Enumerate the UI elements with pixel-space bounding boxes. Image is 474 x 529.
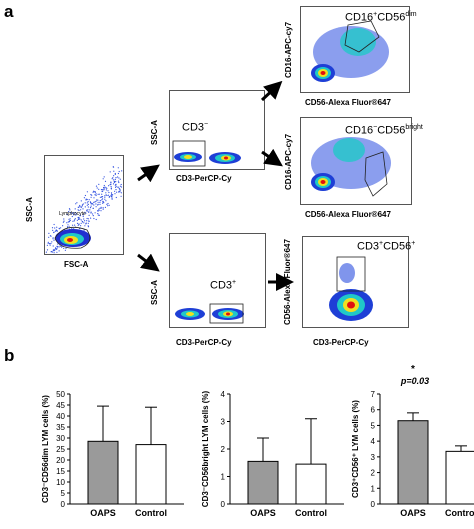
main-xlabel: FSC-A [64,260,89,269]
y-tick-label: 5 [371,421,376,430]
y-tick-label: 7 [371,390,376,399]
panel-b-letter: b [4,346,15,365]
x-tick-label: Control [135,508,167,518]
y-tick-label: 40 [56,412,65,421]
y-tick-label: 5 [61,489,66,498]
cd3-pos-gate-label: CD3+ [210,279,237,292]
p-value-annotation: p=0.03 [400,376,429,386]
cd3pos-xlabel: CD3-PerCP-Cy [176,338,232,347]
x-tick-label: Control [295,508,327,518]
nkt-xlabel: CD3-PerCP-Cy [313,338,369,347]
bar [135,444,167,505]
bar [445,450,474,505]
flow-arrows [137,80,294,291]
y-tick-label: 2 [221,445,226,454]
y-axis-label: CD3⁻CD56bright LYM cells (%) [201,390,210,507]
bar [295,463,327,505]
y-axis-label: CD3⁺CD56⁺ LYM cells (%) [351,400,360,498]
y-tick-label: 1 [221,473,226,482]
x-tick-label: OAPS [90,508,116,518]
y-axis-label: CD3⁻CD56dim LYM cells (%) [41,395,50,503]
plot-frame-dim: CD16+CD56dim [300,6,417,93]
y-tick-label: 0 [371,500,376,509]
y-tick-label: 50 [56,390,65,399]
y-tick-label: 0 [221,500,226,509]
y-tick-label: 4 [371,437,376,446]
y-tick-label: 6 [371,406,376,415]
nkt-gate-label: CD3+CD56+ [357,240,416,253]
x-tick-label: OAPS [250,508,276,518]
dim-gate-label: CD16+CD56dim [345,11,417,24]
bar [87,440,119,505]
y-tick-label: 35 [56,423,65,432]
y-tick-label: 20 [56,456,65,465]
y-tick-label: 0 [61,500,66,509]
lymphocyte-gate-label: Lymphocyte [59,211,86,217]
plot-frame-cd3-pos: CD3+ [169,233,266,328]
y-tick-label: 45 [56,401,65,410]
y-tick-label: 4 [221,390,226,399]
y-tick-label: 10 [56,478,65,487]
y-tick-label: 3 [371,453,376,462]
plot-frame-bright: CD16−CD56bright [300,117,423,205]
y-tick-label: 2 [371,469,376,478]
bar [397,420,429,505]
x-tick-label: Control [445,508,474,518]
lymphocyte-gate [54,226,91,249]
density-plot-main [45,166,123,254]
significance-star: * [411,364,415,375]
x-tick-label: OAPS [400,508,426,518]
y-tick-label: 3 [221,418,226,427]
plot-frame-cd3-neg: CD3− [169,90,265,170]
plot-frame-main: Lymphocyte [44,155,124,255]
y-tick-label: 15 [56,467,65,476]
y-tick-label: 30 [56,434,65,443]
dim-xlabel: CD56-Alexa Fluor®647 [305,98,391,107]
cd3-neg-gate-label: CD3− [182,121,209,134]
cd3neg-xlabel: CD3-PerCP-Cy [176,174,232,183]
bright-gate-label: CD16−CD56bright [345,124,423,137]
panel-a-letter: a [4,2,14,21]
y-tick-label: 1 [371,484,376,493]
plot-frame-nkt: CD3+CD56+ [302,236,415,328]
y-tick-label: 25 [56,445,65,454]
bright-xlabel: CD56-Alexa Fluor®647 [305,210,391,219]
bar [247,460,279,505]
